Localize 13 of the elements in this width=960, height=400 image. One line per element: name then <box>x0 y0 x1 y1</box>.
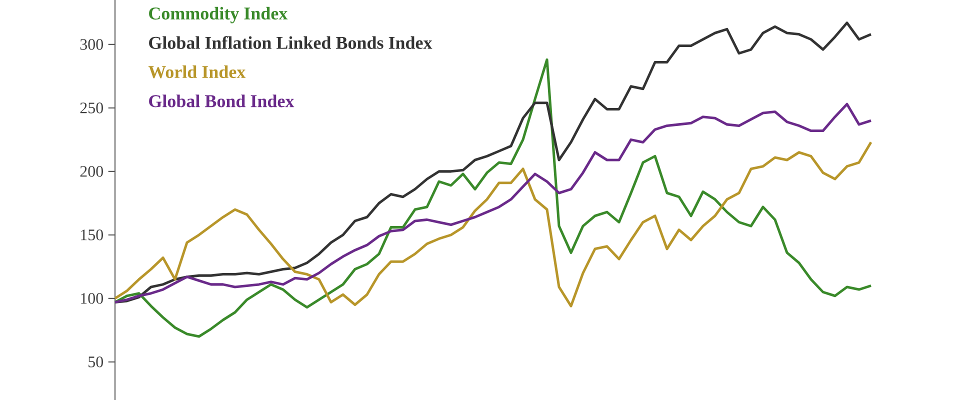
y-tick-label: 50 <box>88 356 104 368</box>
line-series <box>114 140 872 308</box>
text: Global Bond Index <box>149 94 294 108</box>
y-tick-label: 150 <box>81 230 104 240</box>
y-tick-label: 300 <box>80 39 104 50</box>
line-series <box>114 22 872 304</box>
line-series <box>114 58 872 338</box>
text: World Index <box>148 65 246 78</box>
y-tick-label: 200 <box>80 166 104 177</box>
y-tick-label: 250 <box>80 102 104 114</box>
text: Global Inflation Linked Bonds Index <box>149 36 432 49</box>
y-tick-label: 100 <box>81 293 104 304</box>
text: Commodity Index <box>149 6 288 24</box>
